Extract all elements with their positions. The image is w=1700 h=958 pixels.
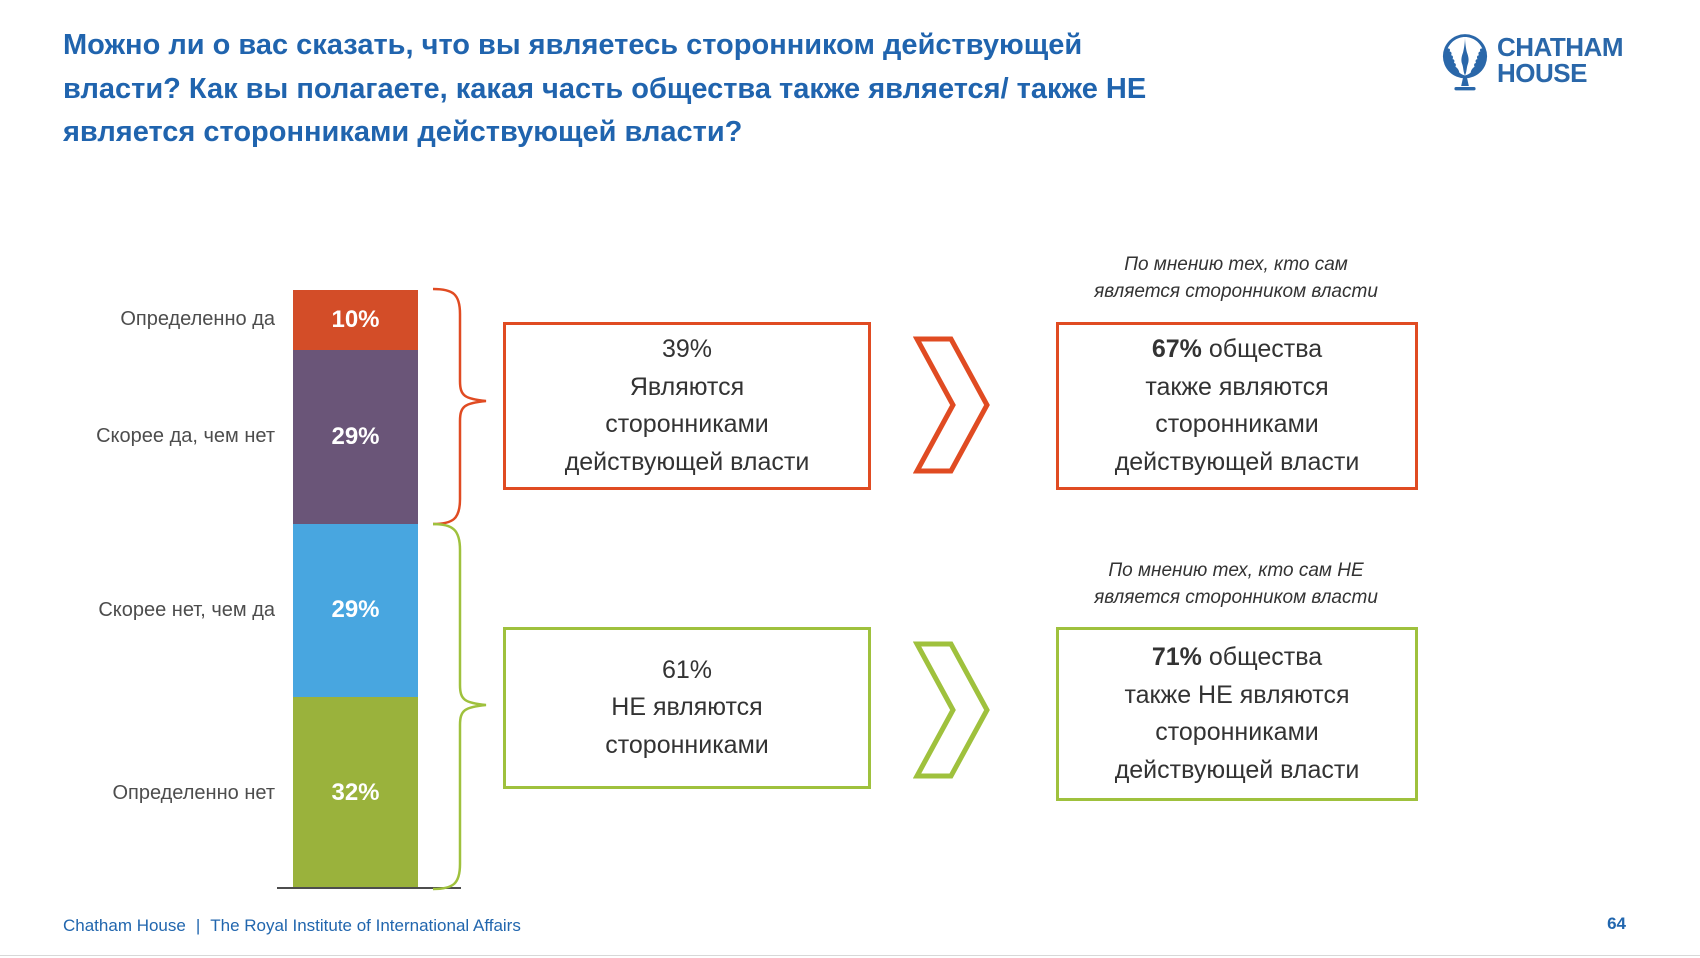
slide-title-line-3: является сторонниками действующей власти… [63, 116, 743, 148]
logo-line-1: CHATHAM [1497, 32, 1624, 62]
segment-value-label: 10% [331, 305, 380, 333]
group-braces [432, 287, 487, 891]
arrow-chevron-icon [913, 336, 990, 474]
page-number: 64 [1607, 914, 1626, 933]
result-percent-rest: общества [1201, 643, 1323, 671]
footer: Chatham House | The Royal Institute of Int… [63, 916, 521, 936]
footer-institute: The Royal Institute of International Aff… [210, 916, 521, 935]
category-label: Определенно да [120, 308, 275, 331]
result-line: действующей власти [1114, 447, 1360, 476]
category-row: Скорее нет, чем да [40, 524, 275, 698]
stacked-bar: 10% 29% 29% 32% [293, 290, 418, 889]
result-line: также являются [1145, 372, 1329, 401]
segment-value-label: 29% [331, 422, 380, 450]
annotation-line: является сторонником власти [1094, 280, 1378, 302]
summary-box-supporters: 39% Являются сторонниками действующей вл… [503, 322, 871, 490]
category-labels: Определенно да Скорее да, чем нет Скорее… [40, 290, 275, 889]
result-line: также НЕ являются [1124, 680, 1350, 709]
summary-line: действующей власти [564, 447, 810, 476]
category-row: Определенно да [40, 290, 275, 350]
result-box-non-supporters: 71% общества также НЕ являются сторонник… [1056, 627, 1418, 801]
summary-line: 61% [661, 655, 713, 684]
bar-segment: 29% [293, 349, 418, 524]
x-axis-line [277, 887, 461, 889]
brace-supporters [432, 287, 487, 526]
bar-segment: 10% [293, 290, 418, 350]
result-percent: 71% [1151, 643, 1202, 671]
summary-line: 39% [661, 335, 713, 363]
result-line: сторонниками [1155, 410, 1319, 438]
category-label: Определенно нет [112, 781, 275, 804]
result-line: сторонниками [1155, 718, 1319, 746]
result-line: 71% общества [1152, 639, 1322, 677]
summary-line: сторонниками [605, 410, 769, 438]
annotation-line: По мнению тех, кто сам НЕ [1108, 560, 1364, 581]
category-label: Скорее нет, чем да [98, 598, 275, 621]
segment-value-label: 29% [331, 596, 380, 624]
globe-icon [1442, 34, 1488, 91]
slide-title-line-2: власти? Как вы полагаете, какая часть об… [63, 72, 1147, 105]
slide-title: Можно ли о вас сказать, что вы являетесь… [63, 24, 1423, 155]
bar-segment: 32% [293, 697, 418, 889]
annotation-line: По мнению тех, кто сам [1124, 254, 1348, 275]
summary-line: НЕ являются [611, 693, 763, 722]
result-percent: 67% [1151, 335, 1202, 363]
logo-wordmark: CHATHAM HOUSE [1497, 32, 1624, 88]
arrow-chevron-icon [913, 641, 990, 779]
result-line: 67% общества [1152, 331, 1322, 369]
annotation-supporters: По мнению тех, кто сам является сторонни… [1026, 252, 1446, 305]
category-label: Скорее да, чем нет [96, 425, 275, 448]
annotation-non-supporters: По мнению тех, кто сам НЕ является сторо… [1026, 558, 1446, 611]
result-box-supporters: 67% общества также являются сторонниками… [1056, 322, 1418, 490]
summary-line: Являются [629, 372, 745, 401]
category-row: Скорее да, чем нет [40, 350, 275, 524]
category-row: Определенно нет [40, 697, 275, 889]
annotation-line: является сторонником власти [1094, 586, 1378, 608]
slide-title-line-1: Можно ли о вас сказать, что вы являетесь… [63, 29, 1083, 61]
footer-separator: | [195, 916, 201, 935]
chatham-house-logo: CHATHAM HOUSE [1441, 30, 1624, 94]
result-percent-rest: общества [1201, 335, 1323, 363]
logo-line-2: HOUSE [1497, 58, 1587, 88]
segment-value-label: 32% [331, 779, 380, 807]
result-line: действующей власти [1114, 755, 1360, 784]
bottom-rule [0, 955, 1700, 956]
summary-box-non-supporters: 61% НЕ являются сторонниками [503, 627, 871, 789]
footer-org: Chatham House [63, 916, 186, 935]
brace-non-supporters [432, 522, 487, 891]
bar-segment: 29% [293, 523, 418, 698]
summary-line: сторонниками [605, 730, 769, 759]
